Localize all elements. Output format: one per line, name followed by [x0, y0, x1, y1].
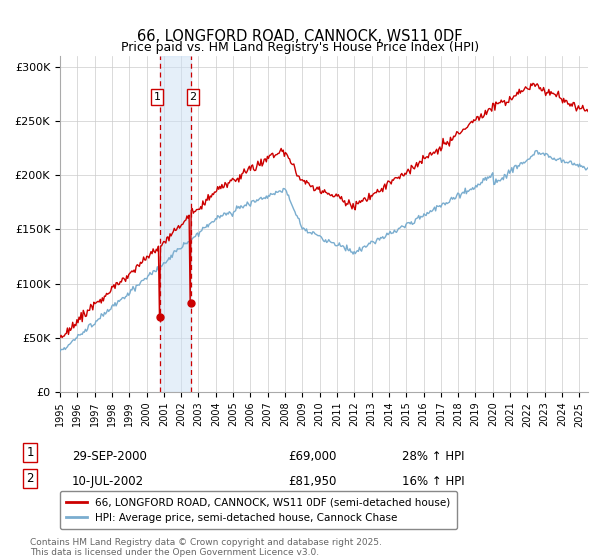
Text: 1: 1 — [154, 92, 160, 102]
Text: 1: 1 — [26, 446, 34, 459]
Text: 16% ↑ HPI: 16% ↑ HPI — [402, 475, 464, 488]
Text: Contains HM Land Registry data © Crown copyright and database right 2025.
This d: Contains HM Land Registry data © Crown c… — [30, 538, 382, 557]
Text: Price paid vs. HM Land Registry's House Price Index (HPI): Price paid vs. HM Land Registry's House … — [121, 41, 479, 54]
Text: 29-SEP-2000: 29-SEP-2000 — [72, 450, 147, 463]
Text: 66, LONGFORD ROAD, CANNOCK, WS11 0DF: 66, LONGFORD ROAD, CANNOCK, WS11 0DF — [137, 29, 463, 44]
Legend: 66, LONGFORD ROAD, CANNOCK, WS11 0DF (semi-detached house), HPI: Average price, : 66, LONGFORD ROAD, CANNOCK, WS11 0DF (se… — [60, 491, 457, 529]
Bar — [160, 56, 191, 392]
Text: £69,000: £69,000 — [288, 450, 337, 463]
Text: 10-JUL-2002: 10-JUL-2002 — [72, 475, 144, 488]
Text: 2: 2 — [190, 92, 197, 102]
Text: 2: 2 — [26, 472, 34, 484]
Text: £81,950: £81,950 — [288, 475, 337, 488]
Text: 28% ↑ HPI: 28% ↑ HPI — [402, 450, 464, 463]
